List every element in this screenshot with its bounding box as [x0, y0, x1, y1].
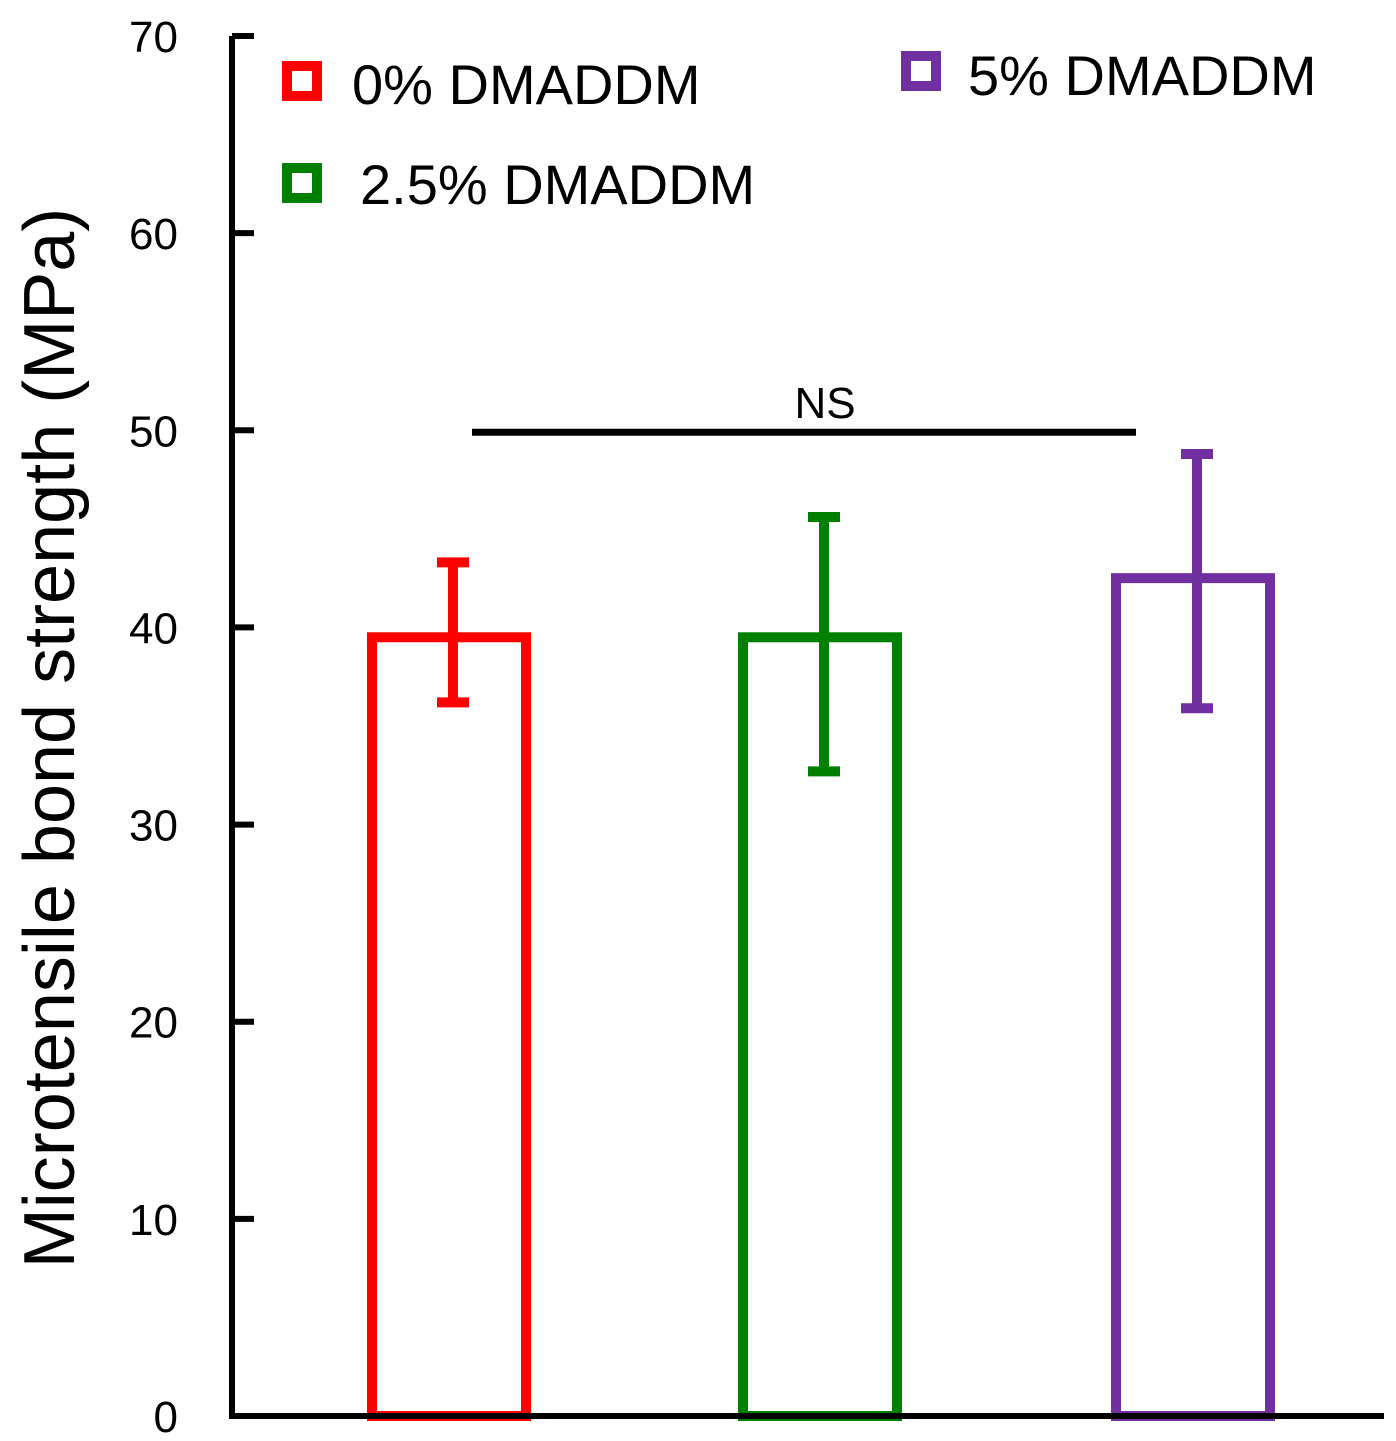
y-tick-label: 50 — [129, 407, 178, 456]
y-tick-label: 10 — [129, 1196, 178, 1245]
y-axis-title: Microtensile bond strength (MPa) — [10, 208, 90, 1268]
y-tick-label: 30 — [129, 802, 178, 851]
legend-label-1: 0% DMADDM — [352, 53, 700, 116]
legend-swatch-1 — [282, 61, 322, 101]
legend-swatch-2 — [282, 163, 322, 203]
error-bars — [437, 448, 1213, 777]
y-tick-label: 40 — [129, 604, 178, 653]
legend: 0% DMADDM 2.5% DMADDM 5% DMADDM — [282, 44, 1316, 216]
legend-label-2: 2.5% DMADDM — [360, 153, 755, 216]
legend-label-3: 5% DMADDM — [968, 44, 1316, 107]
y-tick-label: 0 — [154, 1393, 178, 1441]
legend-swatch-3 — [901, 51, 941, 91]
y-tick-label: 20 — [129, 999, 178, 1048]
significance-label: NS — [794, 379, 855, 428]
y-tick-label: 60 — [129, 210, 178, 259]
y-axis-ticks: 0 10 20 30 40 50 60 70 — [129, 13, 254, 1441]
bar-1 — [367, 632, 531, 1421]
significance-annotation: NS — [472, 379, 1136, 436]
y-tick-label: 70 — [129, 13, 178, 62]
